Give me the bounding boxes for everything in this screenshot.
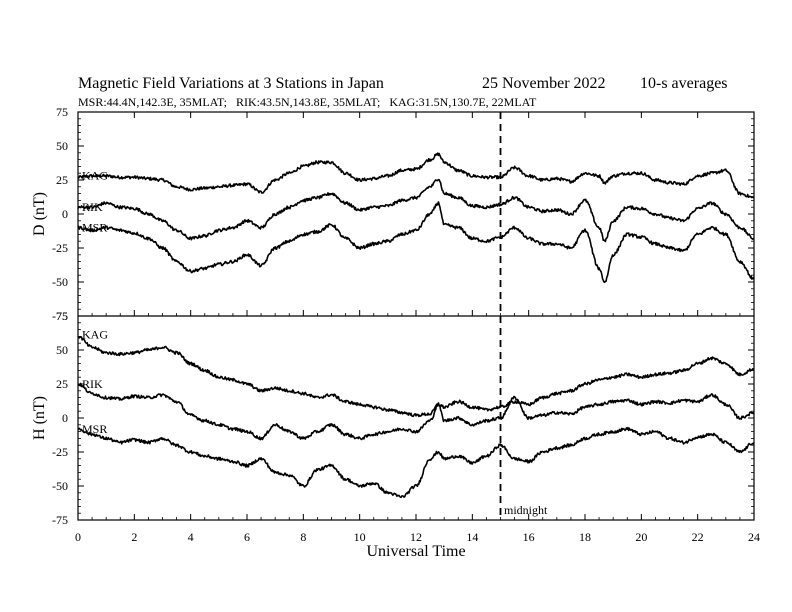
series-line-kag-d — [77, 152, 755, 199]
chart-title: Magnetic Field Variations at 3 Stations … — [78, 75, 384, 92]
y-tick-label: -25 — [52, 241, 68, 255]
midnight-label: midnight — [504, 503, 548, 517]
station-label-rik: RIK — [82, 200, 103, 214]
y-tick-label: -75 — [52, 513, 68, 527]
y-tick-label: -25 — [52, 445, 68, 459]
x-tick-label: 22 — [692, 530, 704, 544]
x-tick-label: 2 — [131, 530, 137, 544]
x-tick-label: 24 — [748, 530, 760, 544]
station-label-rik: RIK — [82, 377, 103, 391]
stations-info: MSR:44.4N,142.3E, 35MLAT; RIK:43.5N,143.… — [78, 95, 537, 109]
x-tick-label: 6 — [244, 530, 250, 544]
x-axis-title: Universal Time — [366, 543, 465, 560]
series-line-msr-h — [77, 426, 755, 499]
series-line-rik-h — [77, 382, 755, 441]
series-line-msr-d — [77, 201, 755, 284]
series-line-rik-d — [77, 178, 755, 243]
x-tick-label: 12 — [410, 530, 422, 544]
chart-date: 25 November 2022 — [482, 75, 606, 92]
y-tick-label: 75 — [56, 309, 68, 323]
y-tick-label: 25 — [56, 377, 68, 391]
x-tick-label: 16 — [523, 530, 535, 544]
y-tick-label: 50 — [56, 343, 68, 357]
station-label-msr: MSR — [82, 422, 107, 436]
x-tick-label: 10 — [354, 530, 366, 544]
y-tick-label: -75 — [52, 309, 68, 323]
x-tick-label: 20 — [635, 530, 647, 544]
y-axis-title-h: H (nT) — [31, 396, 48, 440]
series-line-kag-h — [77, 336, 755, 418]
x-tick-label: 8 — [300, 530, 306, 544]
y-tick-label: -50 — [52, 479, 68, 493]
y-tick-label: 0 — [62, 207, 68, 221]
y-tick-label: 50 — [56, 139, 68, 153]
y-tick-label: 25 — [56, 173, 68, 187]
x-tick-label: 0 — [75, 530, 81, 544]
station-label-kag: KAG — [82, 168, 108, 182]
y-tick-label: 75 — [56, 105, 68, 119]
x-tick-label: 14 — [466, 530, 478, 544]
y-tick-label: 0 — [62, 411, 68, 425]
chart-averages: 10-s averages — [640, 75, 728, 92]
x-tick-label: 18 — [579, 530, 591, 544]
station-label-kag: KAG — [82, 327, 108, 341]
x-tick-label: 4 — [188, 530, 194, 544]
y-tick-label: -50 — [52, 275, 68, 289]
y-axis-title-d: D (nT) — [31, 192, 48, 236]
station-label-msr: MSR — [82, 221, 107, 235]
